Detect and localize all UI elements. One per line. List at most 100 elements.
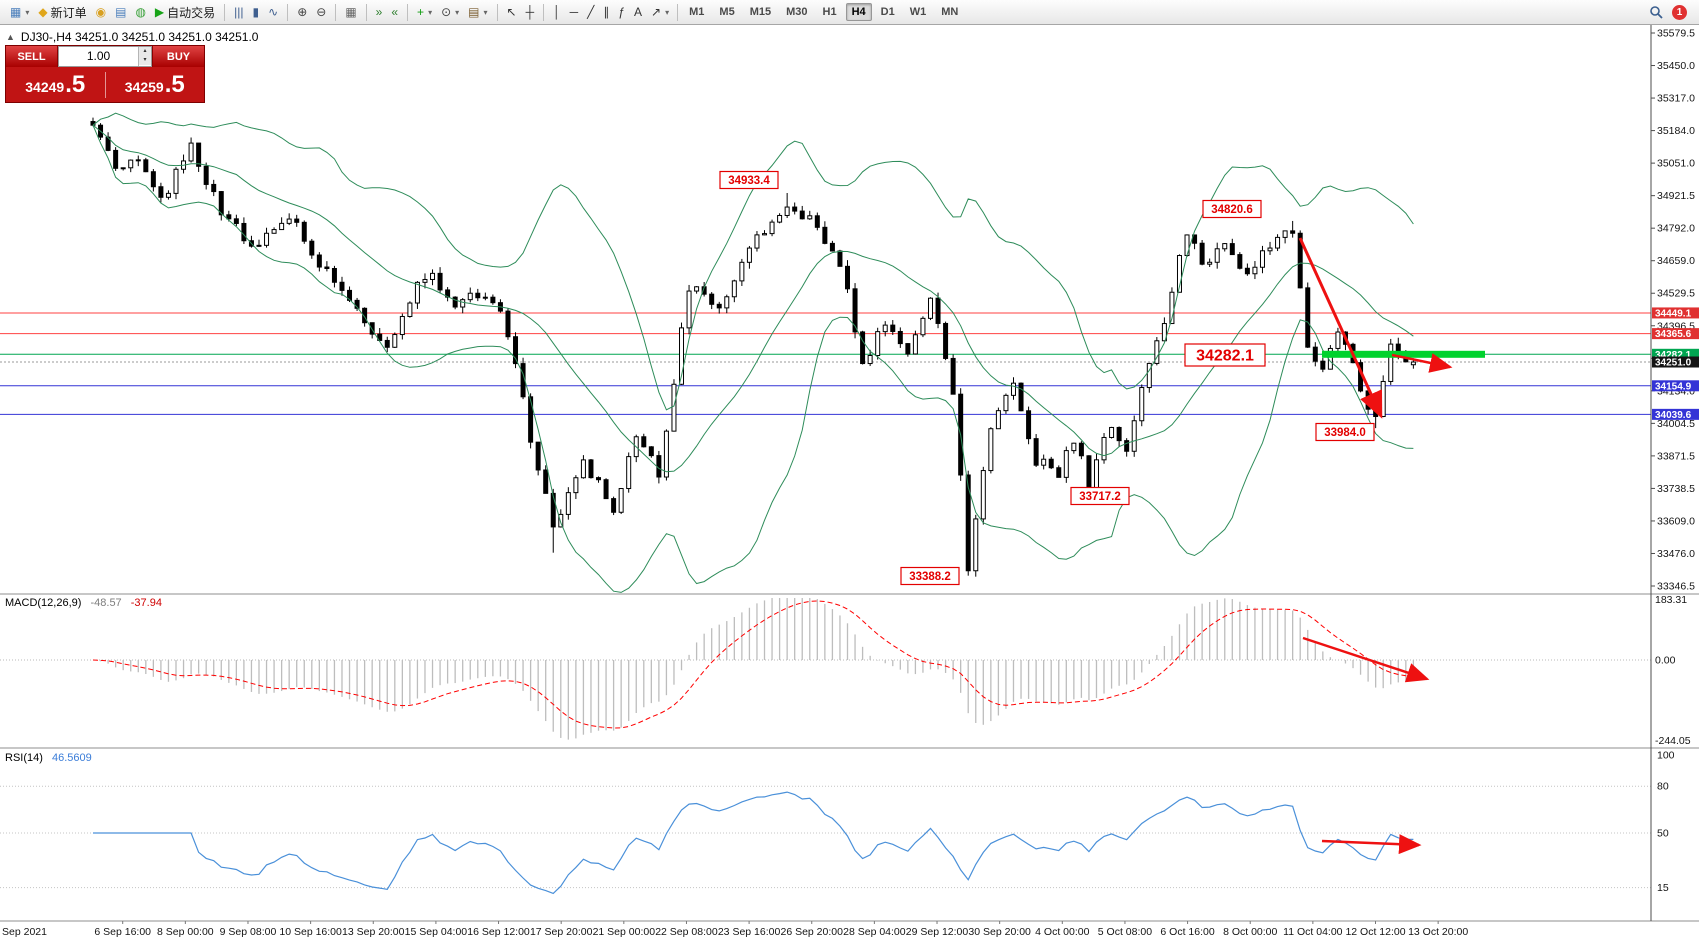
arrows-objects-icon-dropdown-icon[interactable]: ▾ <box>665 7 670 17</box>
periods-button[interactable]: ⊙ ▾ <box>437 2 463 23</box>
trendline-icon[interactable]: ╱ <box>583 2 598 23</box>
sell-price-frac: .5 <box>65 70 86 98</box>
add-indicator-button-glyph: + <box>417 5 425 19</box>
one-click-trading-panel: SELL 1.00 ▴ ▾ BUY 34249.5 34259.5 <box>5 45 205 103</box>
buy-price[interactable]: 34259.5 <box>106 70 205 98</box>
vertical-line-icon[interactable]: │ <box>549 2 565 23</box>
new-chart-button-dropdown-icon[interactable]: ▾ <box>25 7 30 17</box>
volume-down-icon[interactable]: ▾ <box>139 56 151 65</box>
add-indicator-button[interactable]: + ▾ <box>413 2 436 23</box>
periods-button-dropdown-icon[interactable]: ▾ <box>455 7 460 17</box>
timeframe-m30[interactable]: M30 <box>786 6 808 18</box>
svg-text:13 Sep 20:00: 13 Sep 20:00 <box>342 926 405 938</box>
candlestick-chart-icon-glyph: ▮ <box>252 5 260 19</box>
line-chart-icon[interactable]: ∿ <box>264 2 282 23</box>
compass-icon[interactable]: ◉ <box>92 2 110 23</box>
crosshair-icon[interactable]: ┼ <box>522 2 539 23</box>
auto-scroll-icon[interactable]: » <box>372 2 387 23</box>
add-indicator-button-dropdown-icon[interactable]: ▾ <box>428 7 433 17</box>
toolbar-button-groups: ▦ ▾ ◆ 新订单 ◉ ▤ ◍ ▶ 自动交易 ||| ▮ ∿ ⊕ ⊖ ▦» «+ ▾ ⊙ ▾ ▤ ▾ ↖ ┼ │ ─ ╱ ∥ ƒ A ↗ ▾ <box>6 2 673 23</box>
text-icon[interactable]: A <box>630 2 646 23</box>
chart-canvas[interactable]: 34933.4 34820.6 34282.1 33984.0 33717.2 33388… <box>0 25 1699 944</box>
toolbar-separator <box>677 3 679 21</box>
new-order-button-label: 新订单 <box>50 5 87 20</box>
timeframe-h4[interactable]: H4 <box>845 3 872 21</box>
svg-text:33717.2: 33717.2 <box>1079 491 1121 503</box>
new-chart-button[interactable]: ▦ ▾ <box>6 2 33 23</box>
tile-windows-icon[interactable]: ▦ <box>341 2 360 23</box>
timeframe-m1[interactable]: M1 <box>689 6 705 18</box>
compass-icon-glyph: ◉ <box>95 5 107 19</box>
svg-text:34529.5: 34529.5 <box>1657 288 1695 300</box>
new-order-button[interactable]: ◆ 新订单 <box>34 2 90 23</box>
terminal-icon[interactable]: ▤ <box>111 2 130 23</box>
support-zone-bar[interactable] <box>1322 350 1485 358</box>
sell-button[interactable]: SELL <box>6 46 58 67</box>
channel-icon[interactable]: ∥ <box>599 2 613 23</box>
svg-text:29 Sep 12:00: 29 Sep 12:00 <box>906 926 969 938</box>
chart-shift-icon[interactable]: « <box>387 2 402 23</box>
timeframe-mn[interactable]: MN <box>941 6 959 18</box>
svg-text:6 Oct 16:00: 6 Oct 16:00 <box>1160 926 1214 938</box>
symbol-ohlc-text: DJ30-,H4 34251.0 34251.0 34251.0 34251.0 <box>20 30 259 44</box>
collapse-trade-panel-icon[interactable]: ▲ <box>6 32 15 42</box>
svg-text:13 Oct 20:00: 13 Oct 20:00 <box>1408 926 1468 938</box>
search-icon[interactable] <box>1649 5 1664 20</box>
rsi-level-lines <box>0 785 1651 889</box>
timeframe-m5[interactable]: M5 <box>719 6 735 18</box>
volume-spinner[interactable]: ▴ ▾ <box>138 47 151 66</box>
svg-text:33476.0: 33476.0 <box>1657 548 1695 560</box>
price-annotations[interactable]: 34933.4 34820.6 34282.1 33984.0 33717.2 33388… <box>719 170 1375 586</box>
volume-value[interactable]: 1.00 <box>86 49 111 63</box>
svg-text:8 Oct 00:00: 8 Oct 00:00 <box>1223 926 1277 938</box>
macd-main-value: -48.57 <box>90 597 122 609</box>
toolbar-separator <box>224 3 226 21</box>
buy-button[interactable]: BUY <box>152 46 204 67</box>
svg-text:50: 50 <box>1657 828 1669 840</box>
community-icon[interactable]: ◍ <box>131 2 149 23</box>
timeframe-w1[interactable]: W1 <box>909 6 927 18</box>
timeframe-d1[interactable]: D1 <box>880 6 895 18</box>
horizontal-line-icon[interactable]: ─ <box>566 2 583 23</box>
time-axis: Sep 2021 6 Sep 16:00 8 Sep 00:00 9 Sep 08:0… <box>2 921 1468 938</box>
new-chart-button-glyph: ▦ <box>10 5 22 19</box>
horizontal-line-icon-glyph: ─ <box>569 5 579 19</box>
svg-text:35450.0: 35450.0 <box>1657 60 1695 72</box>
svg-text:4 Oct 00:00: 4 Oct 00:00 <box>1035 926 1089 938</box>
toolbar-separator <box>496 3 498 21</box>
buy-price-frac: .5 <box>164 70 185 98</box>
svg-text:21 Sep 00:00: 21 Sep 00:00 <box>593 926 656 938</box>
fibonacci-icon[interactable]: ƒ <box>614 2 629 23</box>
sell-price[interactable]: 34249.5 <box>6 70 105 98</box>
zoom-in-button[interactable]: ⊕ <box>293 2 311 23</box>
svg-text:34282.1: 34282.1 <box>1655 350 1692 361</box>
symbol-ohlc-overlay: ▲ DJ30-,H4 34251.0 34251.0 34251.0 34251… <box>6 30 258 44</box>
cursor-icon[interactable]: ↖ <box>503 2 521 23</box>
timeframe-toolbar: M1 M5 M15 M30 H1 H4 D1 W1 MN <box>682 3 965 21</box>
svg-text:33984.0: 33984.0 <box>1324 427 1366 439</box>
tile-windows-icon-glyph: ▦ <box>345 5 357 19</box>
svg-text:12 Oct 12:00: 12 Oct 12:00 <box>1345 926 1405 938</box>
svg-text:35051.0: 35051.0 <box>1657 158 1695 170</box>
terminal-icon-glyph: ▤ <box>115 5 127 19</box>
arrows-objects-icon[interactable]: ↗ ▾ <box>647 2 673 23</box>
svg-text:5 Oct 08:00: 5 Oct 08:00 <box>1098 926 1152 938</box>
auto-trading-button[interactable]: ▶ 自动交易 <box>151 2 219 23</box>
rsi-indicator-label: RSI(14) 46.5609 <box>5 752 92 764</box>
candlestick-chart-icon[interactable]: ▮ <box>249 2 264 23</box>
timeframe-h1[interactable]: H1 <box>822 6 837 18</box>
volume-up-icon[interactable]: ▴ <box>139 47 151 56</box>
templates-button-dropdown-icon[interactable]: ▾ <box>483 7 488 17</box>
trend-arrows[interactable] <box>1298 237 1453 855</box>
horizontal-price-lines[interactable] <box>0 312 1651 415</box>
svg-text:100: 100 <box>1657 750 1675 762</box>
toolbar-separator <box>365 3 367 21</box>
notification-badge[interactable]: 1 <box>1672 4 1687 20</box>
volume-field[interactable]: 1.00 ▴ ▾ <box>58 46 152 67</box>
trade-prices-row: 34249.5 34259.5 <box>6 67 204 102</box>
zoom-in-button-glyph: ⊕ <box>297 5 308 19</box>
bar-chart-icon[interactable]: ||| <box>230 2 247 23</box>
timeframe-m15[interactable]: M15 <box>749 6 772 18</box>
templates-button[interactable]: ▤ ▾ <box>464 2 491 23</box>
zoom-out-button[interactable]: ⊖ <box>312 2 330 23</box>
